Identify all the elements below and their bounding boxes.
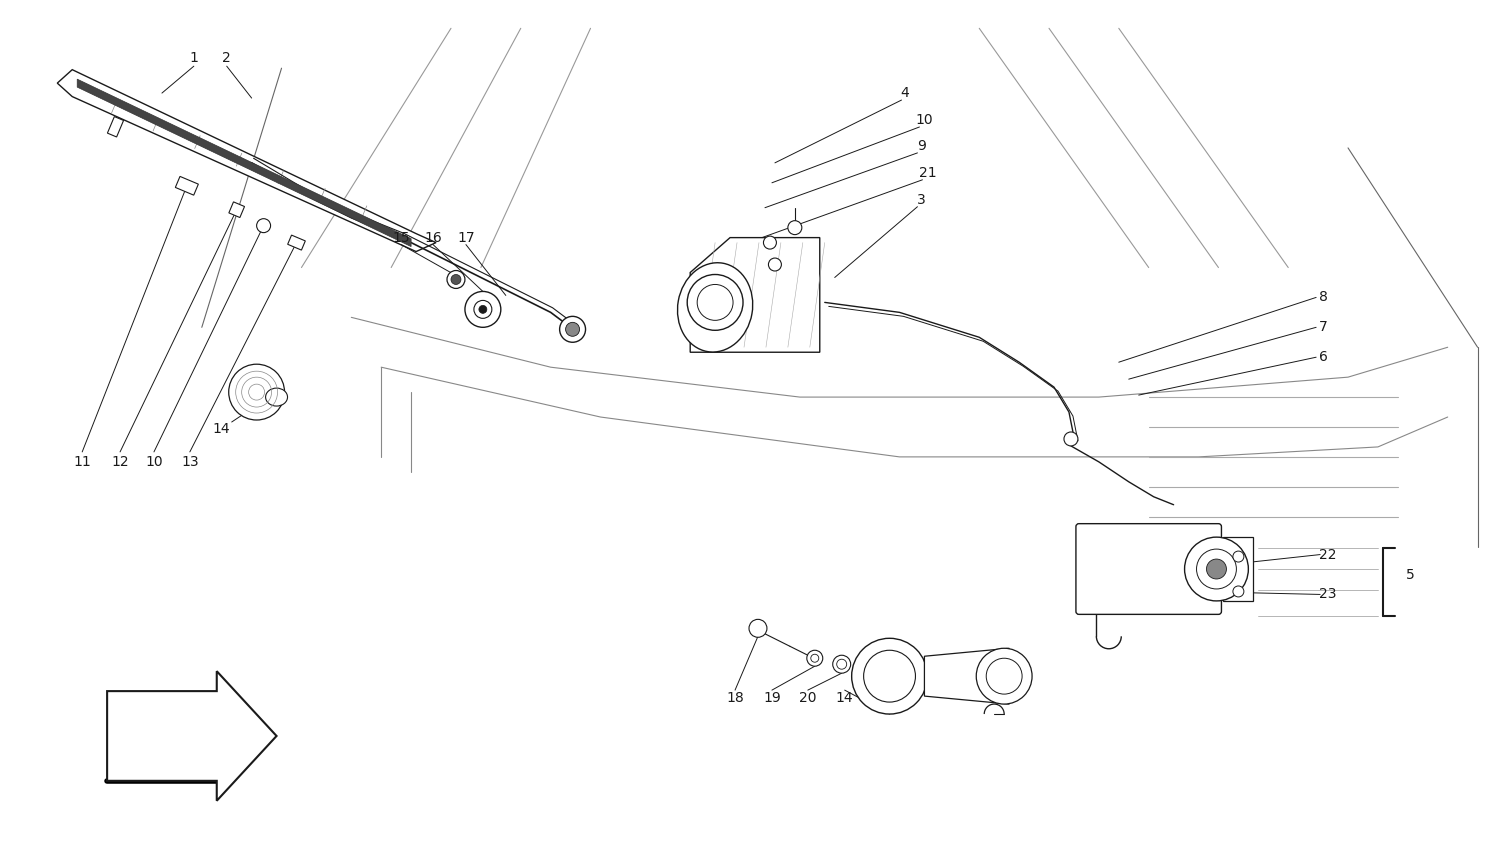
Circle shape (788, 221, 802, 235)
Text: 12: 12 (111, 455, 129, 469)
Text: 8: 8 (1318, 291, 1328, 304)
Circle shape (833, 656, 850, 673)
Text: 18: 18 (726, 691, 744, 705)
Polygon shape (288, 235, 306, 250)
Text: 17: 17 (458, 230, 474, 245)
Circle shape (1185, 537, 1248, 601)
Circle shape (976, 648, 1032, 704)
Circle shape (1064, 432, 1078, 446)
Circle shape (764, 236, 777, 249)
Circle shape (864, 650, 915, 702)
Circle shape (1233, 551, 1244, 562)
Text: 9: 9 (916, 139, 926, 153)
Text: 15: 15 (393, 230, 410, 245)
Polygon shape (108, 117, 123, 137)
Text: 11: 11 (74, 455, 92, 469)
Text: 14: 14 (836, 691, 854, 705)
Circle shape (478, 306, 488, 313)
Text: 14: 14 (213, 422, 231, 436)
Polygon shape (924, 648, 1010, 704)
Circle shape (1197, 549, 1236, 589)
Circle shape (807, 650, 824, 667)
Ellipse shape (266, 388, 288, 406)
Polygon shape (106, 671, 276, 800)
Polygon shape (57, 69, 436, 252)
FancyBboxPatch shape (1076, 523, 1221, 614)
Text: 6: 6 (1318, 350, 1328, 364)
Circle shape (474, 301, 492, 318)
Circle shape (560, 316, 585, 342)
Text: 4: 4 (900, 86, 909, 100)
Text: 13: 13 (182, 455, 198, 469)
Circle shape (986, 658, 1022, 694)
Circle shape (566, 323, 579, 336)
Text: 3: 3 (916, 193, 926, 207)
Circle shape (768, 258, 782, 271)
Text: 19: 19 (764, 691, 782, 705)
Text: 1: 1 (189, 51, 198, 65)
Text: 21: 21 (918, 166, 936, 180)
Text: 7: 7 (1318, 320, 1328, 335)
Text: 2: 2 (222, 51, 231, 65)
Circle shape (447, 270, 465, 289)
Text: 10: 10 (146, 455, 164, 469)
Polygon shape (230, 202, 244, 218)
Circle shape (698, 285, 734, 320)
Circle shape (1233, 586, 1244, 597)
Circle shape (452, 274, 460, 285)
Text: 16: 16 (424, 230, 442, 245)
Text: 10: 10 (915, 113, 933, 127)
Polygon shape (1224, 537, 1254, 601)
Circle shape (852, 639, 927, 714)
Circle shape (1206, 559, 1227, 579)
Circle shape (837, 659, 846, 669)
Text: 20: 20 (800, 691, 816, 705)
Circle shape (228, 364, 285, 420)
Text: 23: 23 (1320, 588, 1336, 601)
Circle shape (748, 619, 766, 637)
Polygon shape (76, 79, 411, 246)
Circle shape (465, 291, 501, 327)
Polygon shape (176, 176, 198, 195)
Circle shape (256, 219, 270, 233)
Ellipse shape (678, 263, 753, 352)
Polygon shape (690, 238, 820, 352)
Text: 22: 22 (1320, 547, 1336, 562)
Text: 5: 5 (1406, 567, 1414, 582)
Circle shape (687, 274, 742, 330)
Circle shape (812, 654, 819, 662)
